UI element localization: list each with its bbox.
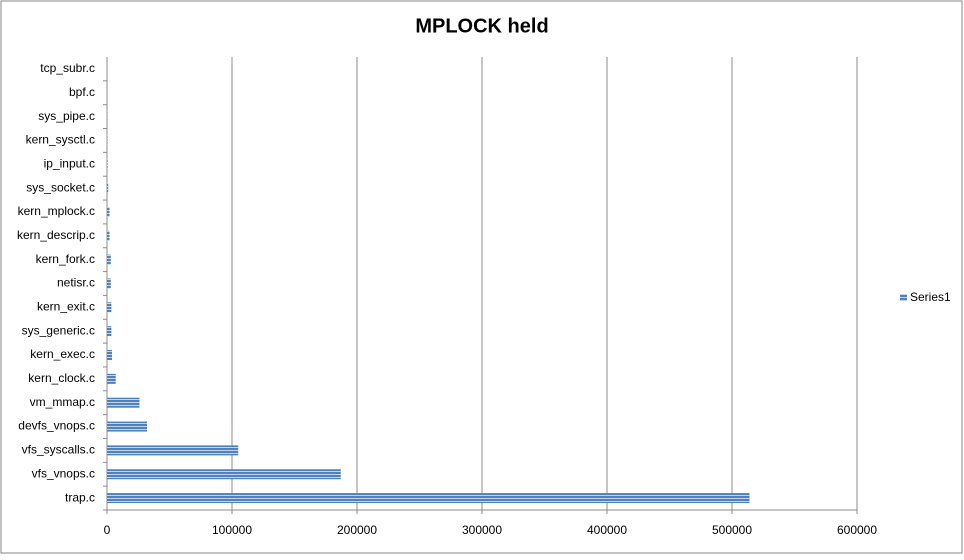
y-tick-label: vfs_syscalls.c	[22, 443, 95, 457]
y-tick-label: trap.c	[65, 490, 95, 504]
x-tick-label: 0	[104, 523, 111, 537]
x-tick-label: 500000	[712, 523, 752, 537]
bar	[107, 279, 111, 289]
bar	[107, 350, 112, 360]
bar	[107, 207, 110, 217]
bar	[107, 302, 111, 312]
bar	[107, 255, 111, 265]
y-tick-label: sys_socket.c	[26, 180, 95, 194]
y-tick-label: kern_clock.c	[28, 371, 95, 385]
x-tick-label: 100000	[212, 523, 252, 537]
y-tick-label: vfs_vnops.c	[32, 466, 95, 480]
x-tick-label: 400000	[587, 523, 627, 537]
legend-label: Series1	[910, 290, 951, 304]
y-tick-label: tcp_subr.c	[40, 61, 95, 75]
y-tick-label: ip_input.c	[44, 156, 95, 170]
y-tick-label: vm_mmap.c	[30, 395, 95, 409]
bar	[107, 493, 750, 503]
y-tick-label: kern_fork.c	[36, 252, 95, 266]
bar	[107, 374, 116, 384]
chart-title: MPLOCK held	[415, 15, 548, 37]
bar	[107, 445, 238, 455]
y-tick-label: kern_exec.c	[30, 347, 95, 361]
y-tick-label: kern_exit.c	[37, 300, 95, 314]
bar	[107, 159, 108, 169]
x-tick-label: 200000	[337, 523, 377, 537]
bar	[107, 469, 341, 479]
bar	[107, 398, 140, 408]
y-tick-label: sys_pipe.c	[38, 109, 95, 123]
y-tick-label: bpf.c	[69, 85, 95, 99]
y-tick-label: kern_descrip.c	[17, 228, 95, 242]
x-tick-label: 600000	[837, 523, 877, 537]
bar	[107, 183, 108, 193]
y-tick-label: sys_generic.c	[22, 323, 95, 337]
y-tick-label: netisr.c	[57, 276, 95, 290]
bar	[107, 422, 147, 432]
bar	[107, 231, 110, 241]
bar	[107, 326, 111, 336]
legend-swatch	[900, 294, 907, 301]
y-tick-label: kern_mplock.c	[18, 204, 95, 218]
x-tick-label: 300000	[462, 523, 502, 537]
y-tick-label: devfs_vnops.c	[18, 419, 95, 433]
y-tick-label: kern_sysctl.c	[26, 133, 95, 147]
